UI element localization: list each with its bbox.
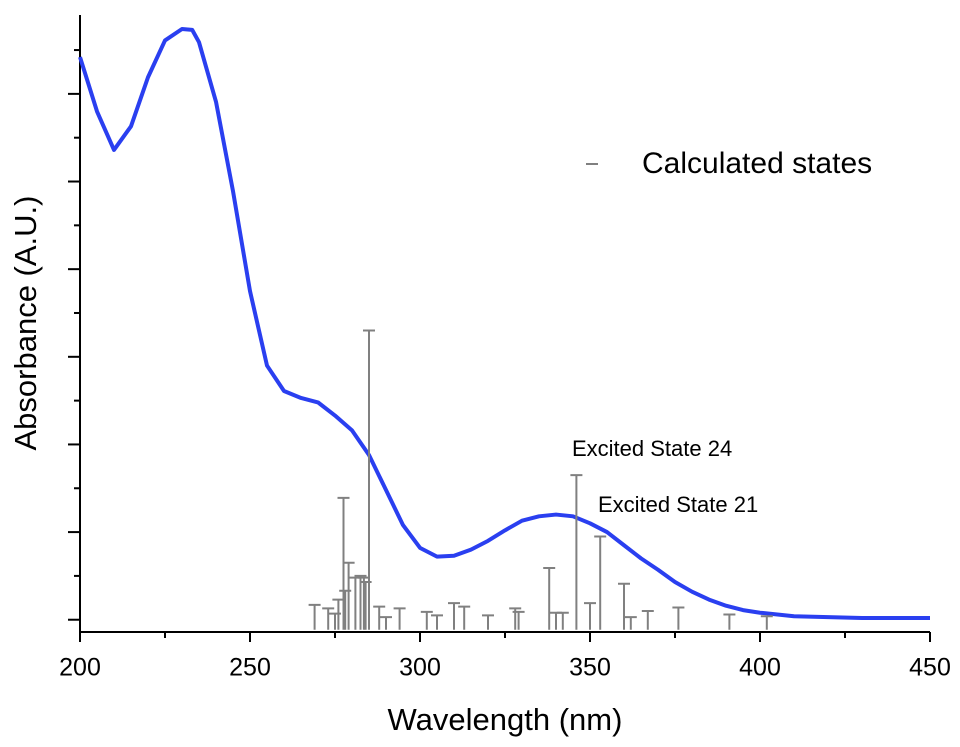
state-stick — [354, 574, 367, 630]
state-stick — [322, 607, 335, 630]
state-stick — [308, 603, 321, 630]
state-stick — [332, 598, 345, 630]
state-stick — [342, 561, 355, 630]
annotation: Excited State 24 — [572, 436, 732, 461]
state-stick — [556, 611, 569, 630]
state-stick — [512, 610, 525, 630]
state-stick — [373, 605, 386, 630]
state-stick — [594, 535, 607, 630]
x-tick-label: 250 — [229, 654, 271, 682]
spectrum-line — [78, 27, 930, 620]
state-stick — [641, 609, 654, 630]
state-stick — [543, 567, 556, 630]
state-stick — [431, 614, 443, 630]
state-stick — [584, 602, 596, 630]
state-stick — [458, 605, 471, 630]
annotation: Excited State 21 — [598, 492, 758, 517]
state-stick — [618, 582, 630, 630]
state-stick — [550, 611, 562, 630]
x-axis-title: Wavelength (nm) — [388, 702, 623, 737]
legend-label: Calculated states — [642, 147, 872, 180]
x-tick-label: 300 — [399, 654, 441, 682]
y-axis-title: Absorbance (A.U.) — [8, 196, 43, 451]
state-stick — [570, 474, 583, 630]
x-tick-label: 450 — [909, 654, 951, 682]
x-tick-label: 350 — [569, 654, 611, 682]
x-tick-label: 200 — [59, 654, 101, 682]
state-stick — [363, 329, 375, 630]
state-stick — [482, 614, 494, 630]
state-stick — [448, 602, 460, 630]
state-stick — [624, 616, 637, 630]
x-tick-label: 400 — [739, 654, 781, 682]
state-stick — [337, 496, 350, 630]
state-stick — [357, 576, 370, 630]
state-stick — [420, 610, 433, 630]
state-stick — [393, 607, 406, 630]
state-stick — [380, 616, 392, 630]
state-stick — [760, 615, 773, 630]
state-stick — [672, 606, 685, 630]
state-stick — [723, 613, 736, 630]
